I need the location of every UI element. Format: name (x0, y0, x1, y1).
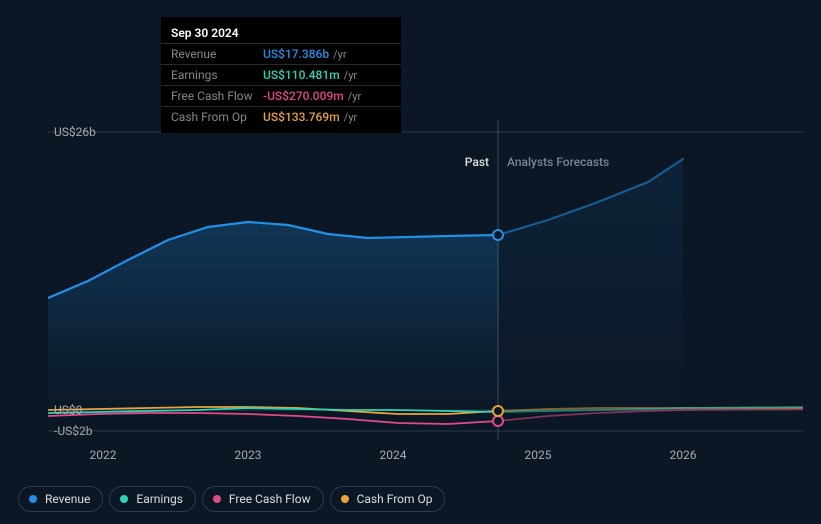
tooltip-row: Free Cash Flow-US$270.009m/yr (161, 85, 401, 106)
chart-svg (48, 120, 803, 440)
tooltip-metric-label: Earnings (171, 68, 263, 82)
tooltip-row: EarningsUS$110.481m/yr (161, 64, 401, 85)
forecast-label: Analysts Forecasts (507, 155, 609, 169)
legend-dot-icon (213, 495, 221, 503)
tooltip-metric-value: US$17.386b (263, 47, 329, 61)
legend-item[interactable]: Cash From Op (330, 486, 446, 512)
tooltip-metric-unit: /yr (348, 90, 361, 103)
legend: Revenue Earnings Free Cash Flow Cash From O… (18, 486, 445, 512)
plot-area[interactable]: US$26bUS$0-US$2b 20222023202420252026 Pa… (48, 120, 803, 440)
tooltip-metric-unit: /yr (333, 48, 346, 61)
legend-dot-icon (29, 495, 37, 503)
x-tick-label: 2024 (380, 448, 407, 462)
x-tick-label: 2025 (525, 448, 552, 462)
tooltip-row: RevenueUS$17.386b/yr (161, 43, 401, 64)
chart-tooltip: Sep 30 2024 RevenueUS$17.386b/yrEarnings… (161, 17, 401, 133)
tooltip-metric-label: Revenue (171, 47, 263, 61)
tooltip-metric-label: Cash From Op (171, 110, 263, 124)
legend-label: Free Cash Flow (229, 492, 311, 506)
legend-label: Revenue (45, 492, 90, 506)
tooltip-date: Sep 30 2024 (161, 23, 401, 43)
x-tick-label: 2026 (670, 448, 697, 462)
x-tick-label: 2022 (90, 448, 117, 462)
y-tick-label: -US$2b (54, 424, 92, 438)
tooltip-metric-unit: /yr (344, 69, 357, 82)
tooltip-metric-value: -US$270.009m (263, 89, 344, 103)
tooltip-metric-value: US$133.769m (263, 110, 340, 124)
tooltip-metric-value: US$110.481m (263, 68, 340, 82)
legend-item[interactable]: Earnings (109, 486, 196, 512)
legend-dot-icon (120, 495, 128, 503)
tooltip-rows: RevenueUS$17.386b/yrEarningsUS$110.481m/… (161, 43, 401, 127)
tooltip-row: Cash From OpUS$133.769m/yr (161, 106, 401, 127)
tooltip-metric-unit: /yr (344, 111, 357, 124)
chart-container: Sep 30 2024 RevenueUS$17.386b/yrEarnings… (18, 0, 803, 524)
legend-label: Cash From Op (357, 492, 433, 506)
legend-item[interactable]: Free Cash Flow (202, 486, 324, 512)
past-label: Past (465, 155, 489, 169)
y-tick-label: US$0 (54, 403, 82, 417)
legend-dot-icon (341, 495, 349, 503)
tooltip-metric-label: Free Cash Flow (171, 89, 263, 103)
x-tick-label: 2023 (235, 448, 262, 462)
legend-label: Earnings (136, 492, 183, 506)
y-tick-label: US$26b (54, 125, 96, 139)
legend-item[interactable]: Revenue (18, 486, 103, 512)
